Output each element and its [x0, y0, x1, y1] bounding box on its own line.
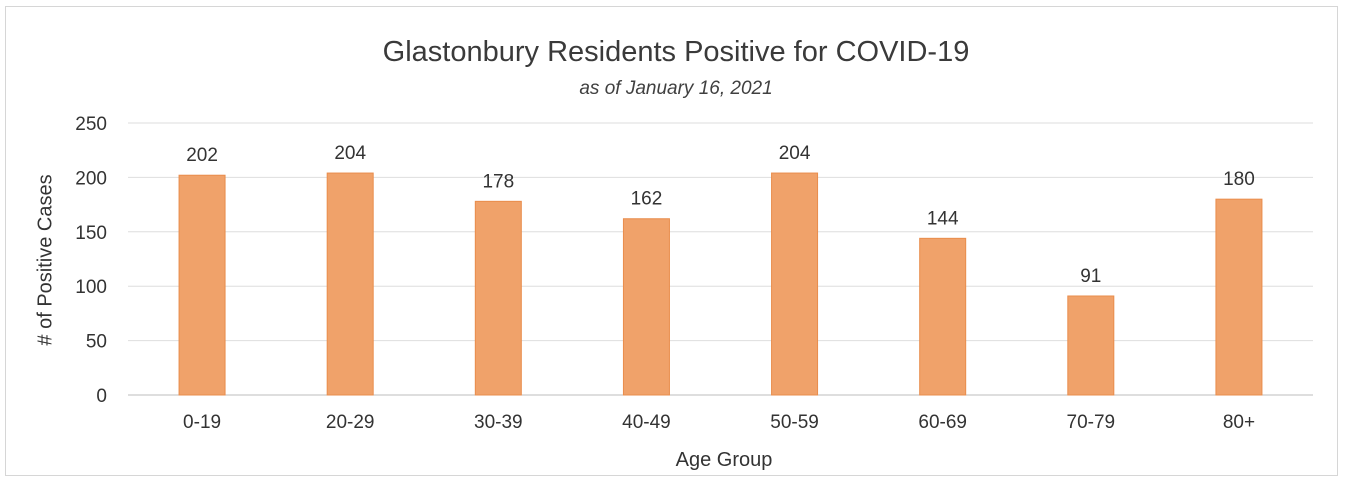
x-tick-label: 40-49 — [622, 412, 671, 433]
y-tick-label: 200 — [75, 168, 107, 189]
data-label: 91 — [1080, 266, 1101, 287]
data-label: 204 — [779, 143, 811, 164]
data-label: 204 — [334, 143, 366, 164]
data-labels: 202 204 178 162 204 144 91 180 — [186, 143, 1255, 287]
data-label: 202 — [186, 145, 218, 166]
bar — [1067, 295, 1115, 396]
chart-frame — [5, 6, 1338, 476]
data-label: 162 — [631, 189, 663, 210]
y-tick-label: 250 — [75, 114, 107, 135]
data-label: 180 — [1223, 169, 1255, 190]
chart-subtitle: as of January 16, 2021 — [579, 78, 773, 99]
y-axis-label: # of Positive Cases — [34, 174, 57, 346]
bar — [1215, 198, 1263, 396]
bars — [178, 172, 1263, 396]
chart-title: Glastonbury Residents Positive for COVID… — [382, 36, 970, 68]
bar — [622, 218, 670, 396]
gridlines — [128, 122, 1313, 396]
data-label: 178 — [482, 171, 514, 192]
x-tick-label: 60-69 — [918, 412, 967, 433]
bar — [326, 172, 374, 396]
x-tick-label: 30-39 — [474, 412, 523, 433]
bar — [771, 172, 819, 396]
y-tick-label: 0 — [96, 386, 107, 407]
bar — [178, 174, 226, 396]
y-tick-label: 100 — [75, 277, 107, 298]
x-axis-label: Age Group — [675, 449, 773, 471]
x-tick-label: 80+ — [1223, 412, 1255, 433]
x-axis-ticks: 0-19 20-29 30-39 40-49 50-59 60-69 70-79 80+ — [183, 412, 1255, 433]
x-tick-label: 50-59 — [770, 412, 819, 433]
bar — [919, 237, 967, 396]
y-tick-label: 150 — [75, 223, 107, 244]
x-tick-label: 0-19 — [183, 412, 221, 433]
x-tick-label: 70-79 — [1067, 412, 1116, 433]
y-tick-label: 50 — [86, 332, 107, 353]
data-label: 144 — [927, 208, 959, 229]
x-tick-label: 20-29 — [326, 412, 375, 433]
y-axis-ticks: 0 50 100 150 200 250 — [75, 114, 107, 407]
bar — [474, 200, 522, 396]
